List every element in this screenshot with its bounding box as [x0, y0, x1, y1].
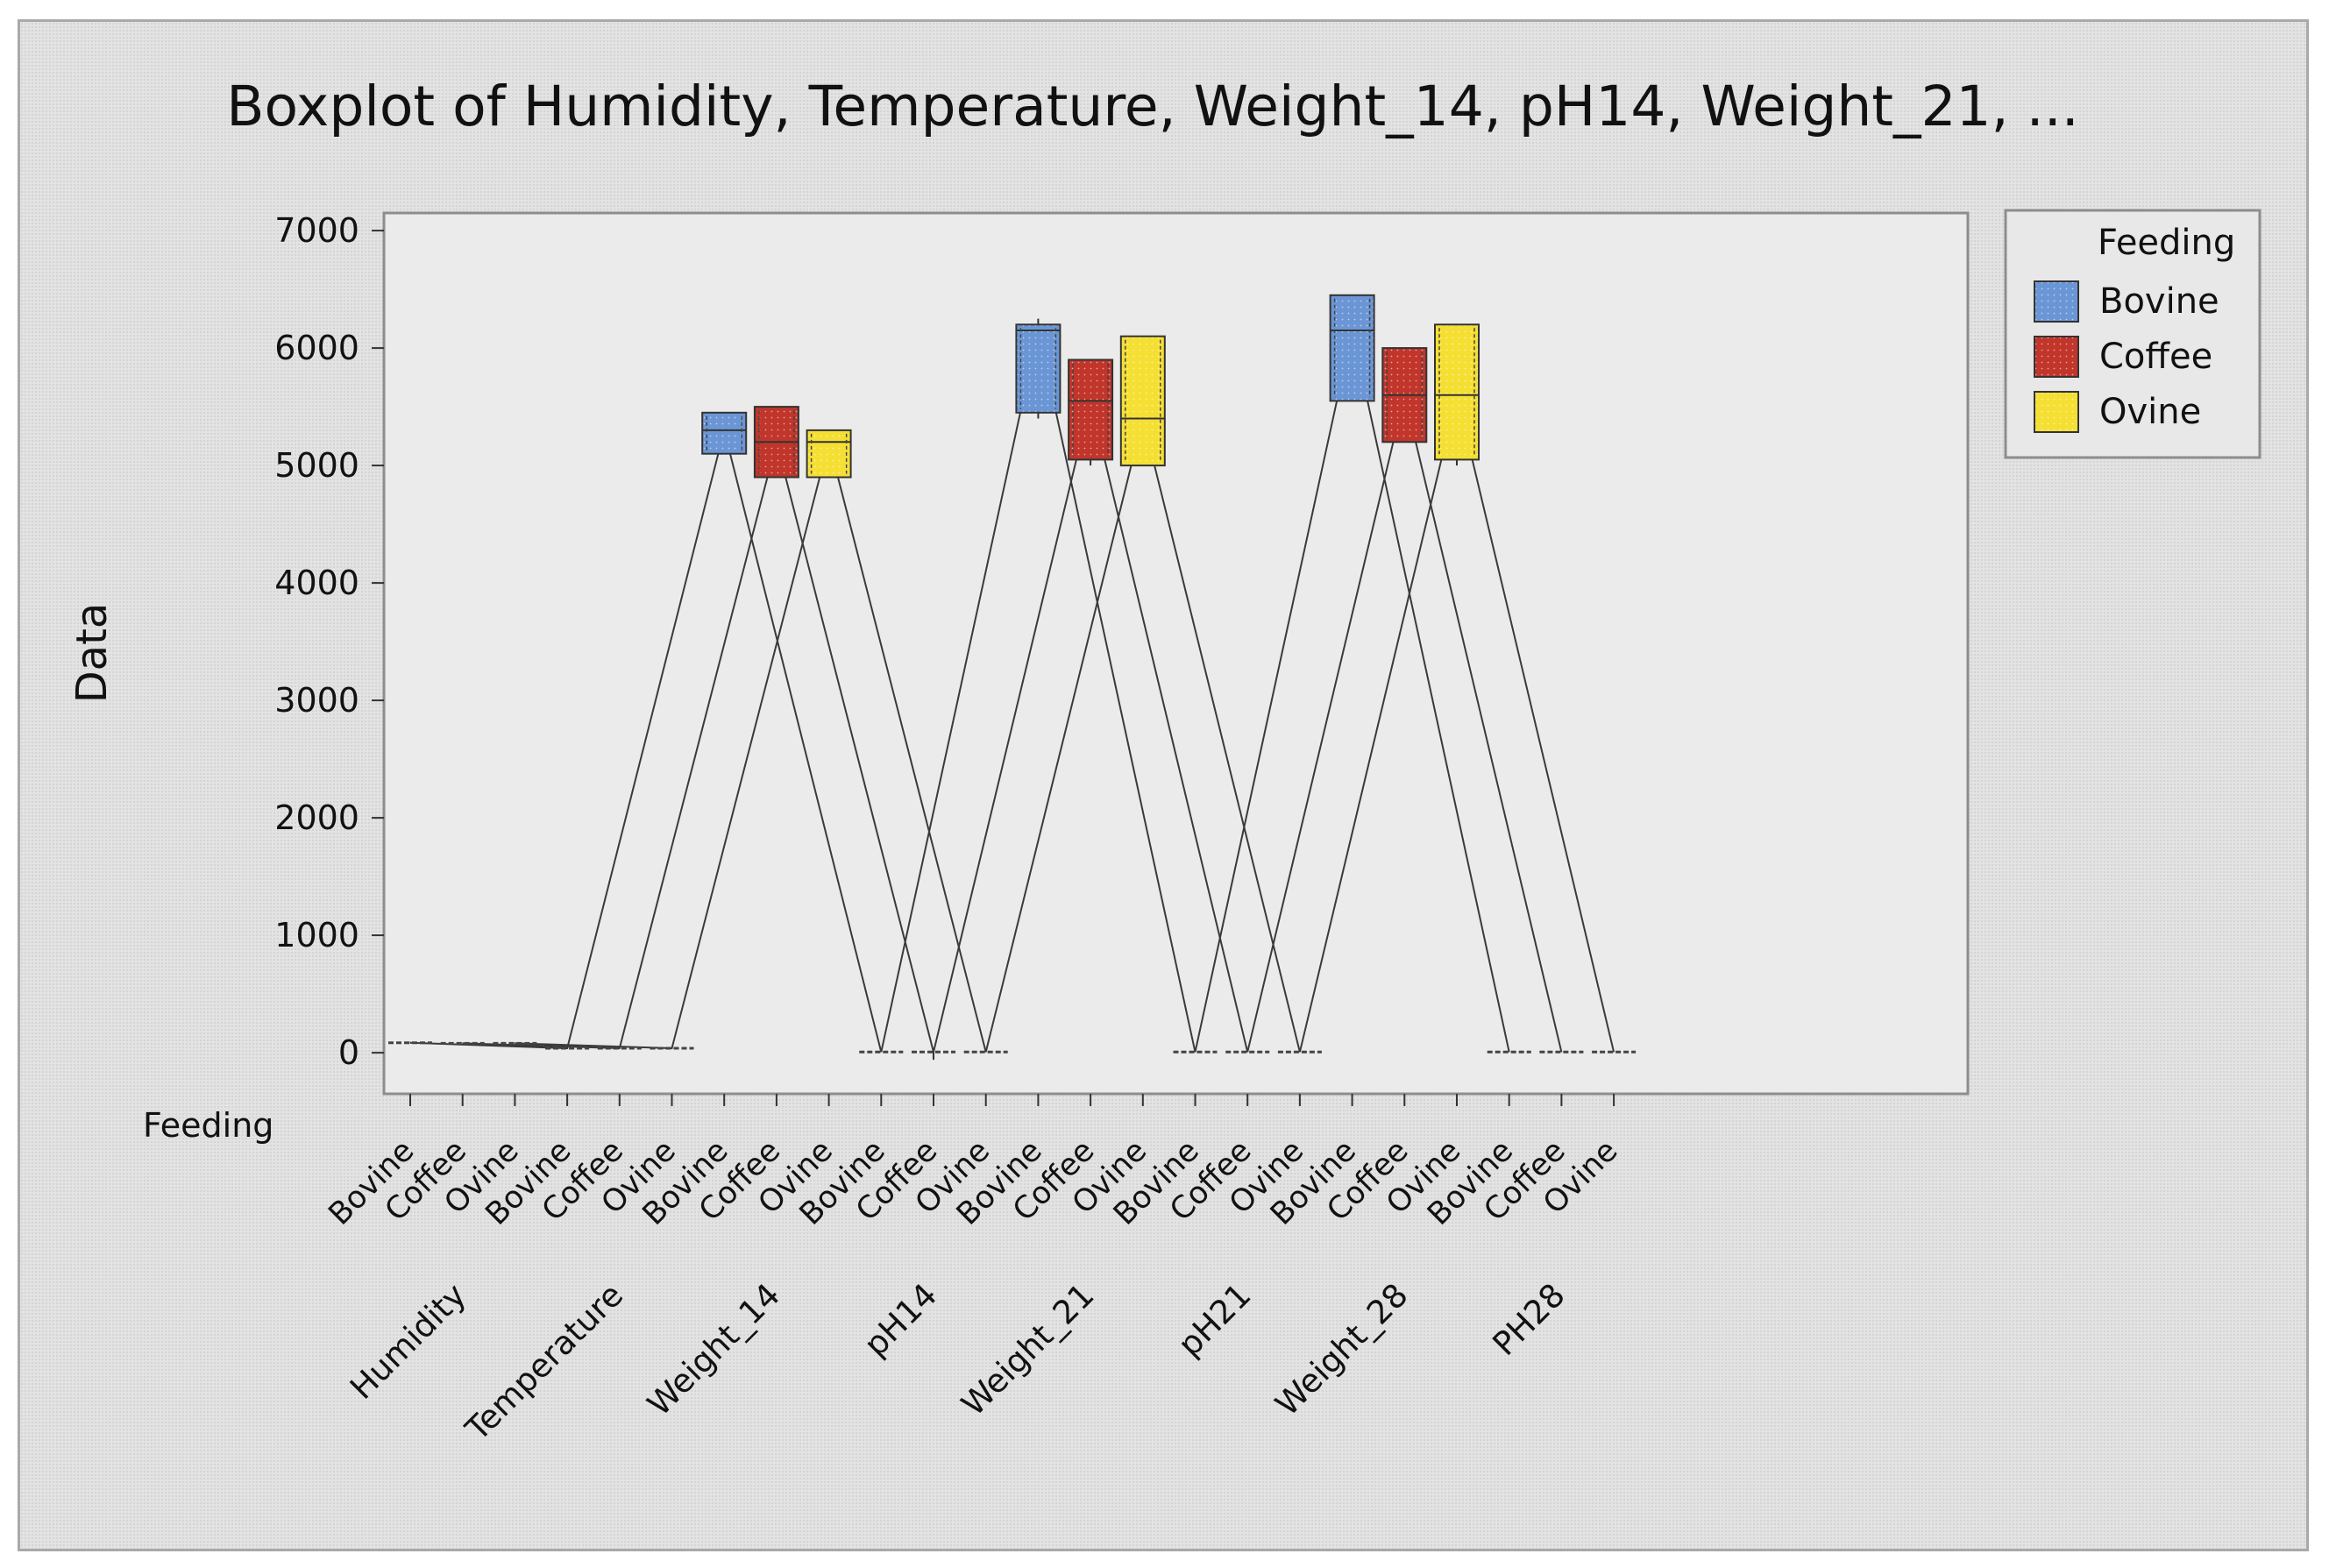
box-weight_28-ovine	[1434, 323, 1480, 466]
y-axis-title: Data	[67, 603, 117, 704]
connect-line-bovine	[409, 330, 1510, 1053]
box-temperature-bovine	[545, 1047, 590, 1050]
box-weight_21-coffee	[1068, 358, 1114, 466]
box-temperature-ovine	[650, 1047, 694, 1050]
legend-label-ovine: Ovine	[2099, 392, 2201, 432]
box-weight_28-coffee	[1381, 347, 1428, 443]
category-labels: BovineCoffeeOvineBovineCoffeeOvineBovine…	[323, 1133, 1625, 1232]
y-axis: 0 1000 2000 3000 4000 5000 6000 7000	[274, 211, 384, 1072]
box-weight_28-bovine	[1329, 294, 1375, 402]
box-weight_21-bovine	[1015, 318, 1062, 419]
mean-connect-lines	[409, 330, 1615, 1053]
connect-line-ovine	[515, 394, 1615, 1053]
group-label-humidity: Humidity	[343, 1276, 473, 1407]
legend-swatch-ovine	[2034, 391, 2079, 433]
box-weight_21-ovine	[1119, 335, 1166, 467]
box-weight_14-bovine	[701, 411, 748, 455]
legend-title: Feeding	[2098, 223, 2235, 263]
legend-swatch-coffee	[2034, 336, 2079, 378]
box-humidity-coffee	[440, 1041, 485, 1045]
group-label-weight_14: Weight_14	[640, 1276, 787, 1423]
y-tick-label: 0	[338, 1033, 359, 1072]
legend-label-coffee: Coffee	[2099, 337, 2212, 377]
group-label-weight_28: Weight_28	[1268, 1276, 1416, 1423]
y-tick-label: 6000	[274, 329, 359, 367]
boxplot-chart: Boxplot of Humidity, Temperature, Weight…	[67, 74, 2262, 1449]
chart-frame: Boxplot of Humidity, Temperature, Weight…	[18, 19, 2309, 1551]
box-humidity-ovine	[493, 1041, 537, 1045]
group-label-weight_21: Weight_21	[955, 1276, 1102, 1423]
group-label-ph21: pH21	[1171, 1276, 1259, 1364]
y-tick-label: 4000	[274, 564, 359, 602]
box-temperature-coffee	[597, 1047, 642, 1050]
box-weight_14-coffee	[753, 406, 799, 479]
group-label-ph14: pH14	[856, 1276, 944, 1364]
x-axis	[409, 1094, 1615, 1106]
y-tick-label: 3000	[274, 681, 359, 720]
boxes	[388, 294, 1637, 1061]
chart-title: Boxplot of Humidity, Temperature, Weight…	[226, 74, 2079, 138]
legend: Feeding Bovine Coffee Ovine	[2004, 209, 2262, 459]
legend-label-bovine: Bovine	[2099, 281, 2219, 322]
group-label-ph28: PH28	[1486, 1276, 1573, 1363]
group-label-temperature: Temperature	[458, 1276, 630, 1449]
box-weight_14-ovine	[806, 429, 852, 479]
y-tick-label: 7000	[274, 211, 359, 250]
y-tick-label: 5000	[274, 446, 359, 485]
plot-area	[382, 211, 1970, 1096]
box-humidity-bovine	[388, 1041, 432, 1045]
y-tick-label: 1000	[274, 916, 359, 954]
connect-line-coffee	[462, 394, 1563, 1053]
x-axis-feeding-label: Feeding	[143, 1106, 273, 1145]
y-tick-label: 2000	[274, 798, 359, 837]
box-ph14-coffee	[912, 1050, 955, 1061]
legend-swatch-bovine	[2034, 280, 2079, 323]
